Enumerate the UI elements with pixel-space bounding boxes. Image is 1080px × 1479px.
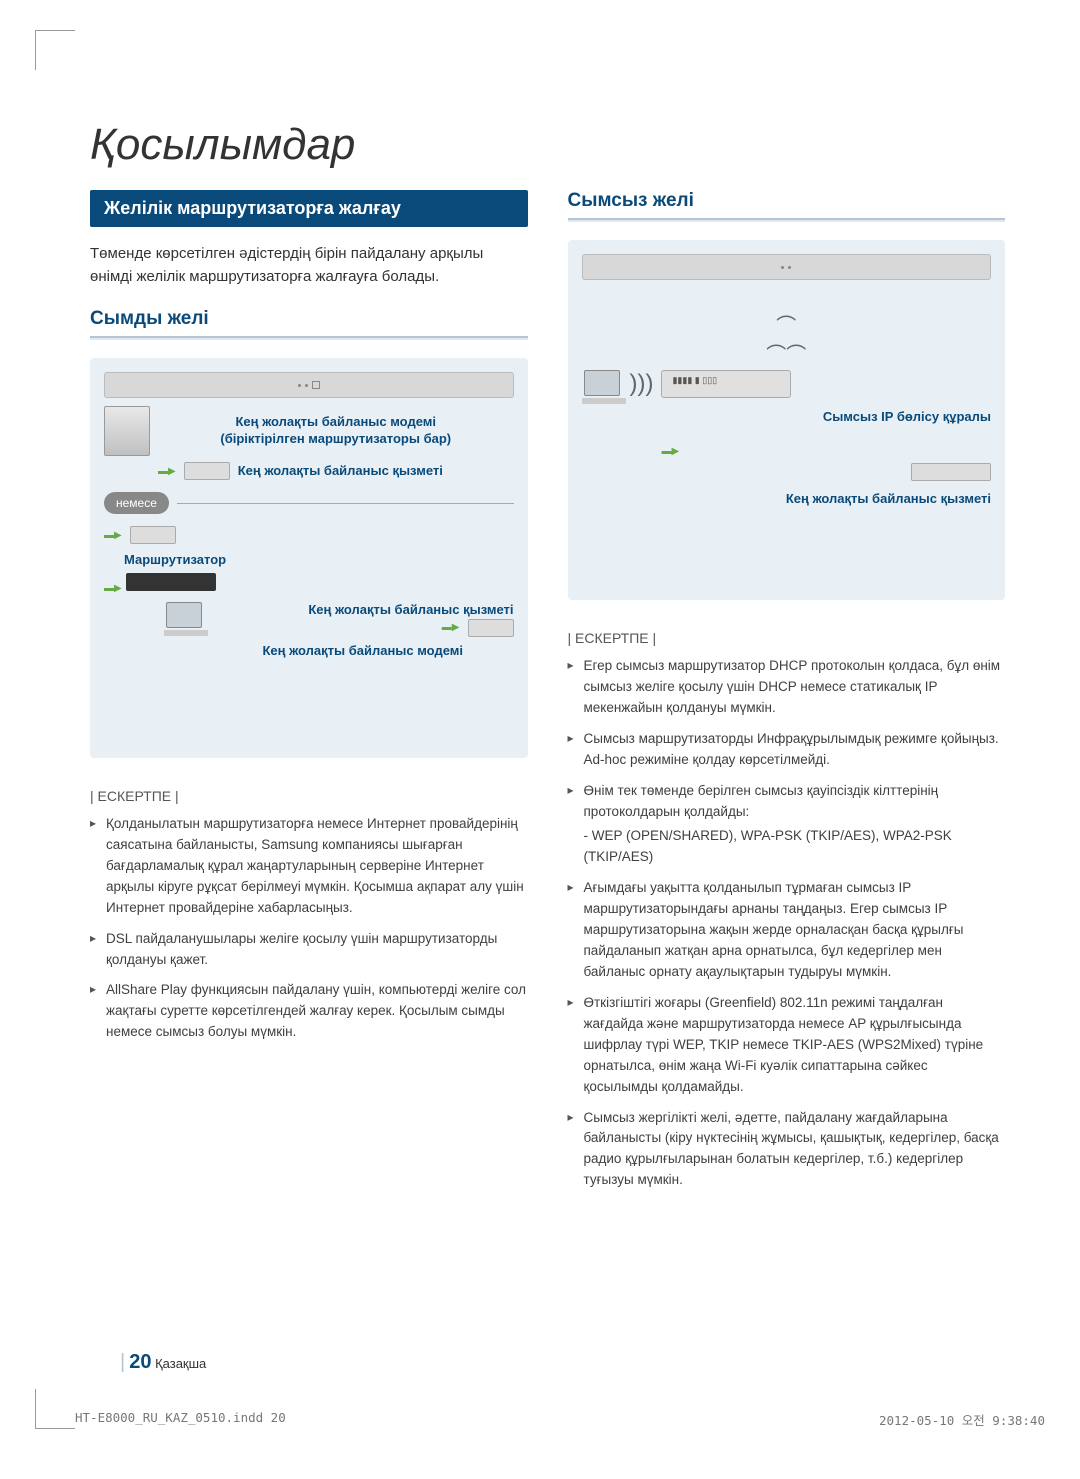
note-item: Егер сымсыз маршрутизатор DHCP протоколы… — [568, 656, 1006, 719]
modem2-label: Кең жолақты байланыс модемі — [212, 643, 514, 660]
note-item: Сымсыз жергілікті желі, әдетте, пайдалан… — [568, 1108, 1006, 1192]
content-area: Қосылымдар Желілік маршрутизаторға жалға… — [90, 30, 1045, 1201]
intro-text: Төменде көрсетілген әдістердің бірін пай… — [90, 243, 528, 288]
note-item: DSL пайдаланушылары желіге қосылу үшін м… — [90, 929, 528, 971]
subheading-wireless: Сымсыз желі — [568, 190, 1006, 226]
two-column-layout: Желілік маршрутизаторға жалғау Төменде к… — [90, 190, 1005, 1201]
page: Қосылымдар Желілік маршрутизаторға жалға… — [0, 0, 1080, 1479]
soundbar-device-icon-2 — [582, 254, 992, 280]
note-list-right: Егер сымсыз маршрутизатор DHCP протоколы… — [568, 656, 1006, 822]
service-label-2: Кең жолақты байланыс қызметі — [212, 602, 514, 619]
section-heading-router: Желілік маршрутизаторға жалғау — [90, 190, 528, 227]
soundbar-device-icon — [104, 372, 514, 398]
note-item: Қолданылатын маршрутизаторға немесе Инте… — [90, 814, 528, 919]
note-item: Өнім тек төменде берілген сымсыз қауіпсі… — [568, 781, 1006, 823]
wifi-signal-icon: ))) — [630, 370, 654, 398]
crop-mark-top-left — [35, 30, 75, 70]
device-small-icon-2 — [130, 526, 176, 544]
wireless-router-icon — [661, 370, 791, 398]
note-list-right-2: Ағымдағы уақытта қолданылып тұрмаған сым… — [568, 878, 1006, 1191]
footer-line: HT-E8000_RU_KAZ_0510.indd 20 2012-05-10 … — [75, 1410, 1045, 1429]
router-icon — [126, 573, 216, 591]
or-pill: немесе — [104, 492, 169, 514]
page-number: 20 — [129, 1351, 151, 1373]
note-list-left: Қолданылатын маршрутизаторға немесе Инте… — [90, 814, 528, 1043]
wifi-waves-icon: ︵︵︵ — [582, 296, 992, 354]
page-title: Қосылымдар — [90, 120, 1005, 170]
pc-icon-2 — [582, 370, 622, 404]
router-label: Маршрутизатор — [124, 552, 514, 569]
service-label-wireless: Кең жолақты байланыс қызметі — [661, 491, 991, 508]
modem-label-line1: Кең жолақты байланыс модемі — [158, 414, 514, 431]
modem-label-line2: (біріктірілген маршрутизаторы бар) — [158, 431, 514, 448]
crop-mark-bottom-left — [35, 1389, 75, 1429]
page-number-row: |20 Қазақша — [120, 1351, 206, 1374]
page-lang: Қазақша — [155, 1356, 206, 1371]
note-item: Өткізгіштігі жоғары (Greenfield) 802.11n… — [568, 993, 1006, 1098]
device-small-icon-3 — [468, 619, 514, 637]
service-label-1: Кең жолақты байланыс қызметі — [238, 463, 514, 480]
note-header-right: | ЕСКЕРТПЕ | — [568, 630, 1006, 646]
modem-label: Кең жолақты байланыс модемі (біріктірілг… — [158, 414, 514, 448]
note-item: Сымсыз маршрутизаторды Инфрақұрылымдық р… — [568, 729, 1006, 771]
wireless-diagram: ︵︵︵ ))) Сымсыз IP бөлісу құралы ▬▶ Кең ж… — [568, 240, 1006, 600]
note-header-left: | ЕСКЕРТПЕ | — [90, 788, 528, 804]
device-small-icon-4 — [911, 463, 991, 481]
footer-file: HT-E8000_RU_KAZ_0510.indd 20 — [75, 1410, 286, 1429]
right-column: Сымсыз желі ︵︵︵ ))) Сымсыз IP бөлісу құр… — [568, 190, 1006, 1201]
subheading-wired: Сымды желі — [90, 308, 528, 344]
pc-icon — [164, 602, 204, 636]
footer-timestamp: 2012-05-10 오전 9:38:40 — [879, 1410, 1045, 1429]
note-item: Ағымдағы уақытта қолданылып тұрмаған сым… — [568, 878, 1006, 983]
note-item: AllShare Play функциясын пайдалану үшін,… — [90, 980, 528, 1043]
modem-icon — [104, 406, 150, 456]
device-small-icon — [184, 462, 230, 480]
ip-share-label: Сымсыз IP бөлісу құралы — [661, 409, 991, 426]
left-column: Желілік маршрутизаторға жалғау Төменде к… — [90, 190, 528, 1201]
note-sub-protocols: - WEP (OPEN/SHARED), WPA-PSK (TKIP/AES),… — [568, 826, 1006, 868]
wired-diagram: Кең жолақты байланыс модемі (біріктірілг… — [90, 358, 528, 758]
